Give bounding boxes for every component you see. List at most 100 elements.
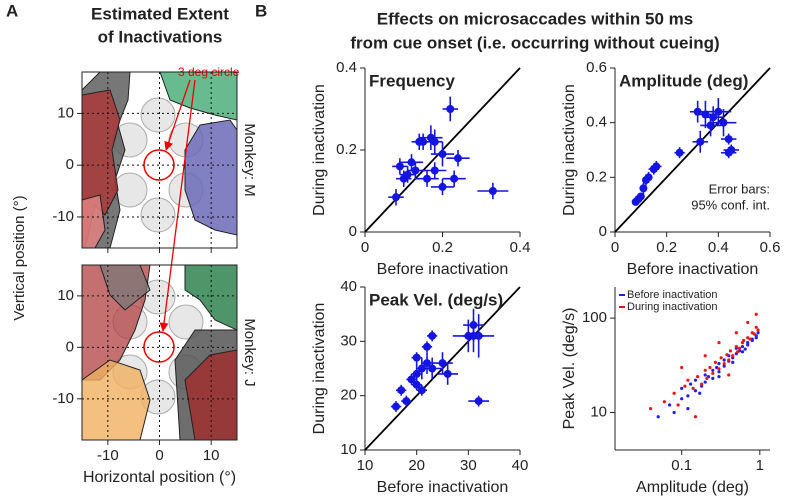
point [412,380,421,389]
y-tick-label: 10 [57,287,74,304]
panel-title: from cue onset (i.e. occurring without c… [350,33,719,52]
point [656,415,660,419]
plot-frame [81,71,238,249]
point [691,386,695,390]
y-axis-label: During inactivation [311,84,328,216]
legend-label: During inactivation [627,301,718,313]
legend-label: Before inactivation [627,289,718,301]
point [683,384,687,388]
y-tick-label: 10 [590,403,607,420]
point [395,162,404,171]
y-tick-label: 0.2 [586,168,607,185]
y-tick-label: 40 [340,278,357,295]
x-axis-label: Before inactivation [377,261,509,278]
x-tick-label: 0 [361,239,369,256]
point [756,331,760,335]
panel-letter: A [6,1,18,20]
side-label: Monkey: J [241,318,258,386]
point [672,410,676,415]
point [649,406,653,411]
y-tick-label: 100 [582,309,607,326]
point [639,184,648,193]
x-tick-label: 10 [203,447,220,464]
y-tick-label: 0.2 [336,141,357,158]
point [423,359,431,368]
point [415,137,424,146]
point [397,386,406,395]
point [423,174,431,183]
point [719,356,723,360]
point [711,376,715,380]
point [696,375,700,379]
x-tick-label: 10 [357,457,374,474]
point [713,360,717,364]
y-tick-label: 10 [340,441,357,458]
y-axis-label: During inactivation [561,84,578,216]
point [438,182,447,191]
x-tick-label: 0.1 [671,457,692,474]
point [714,107,723,116]
point [734,331,738,335]
point [737,346,742,350]
plot-frame [81,264,238,441]
point [668,403,672,407]
point [722,358,726,362]
x-tick-label: 0 [611,239,619,256]
point [430,166,439,175]
point [717,375,721,379]
x-tick-label: 1 [756,457,764,474]
x-tick-label: 0.2 [656,239,677,256]
annotation: 95% conf. int. [691,197,770,212]
point [423,342,431,351]
x-tick-label: 0.4 [510,239,531,256]
annotation: Error bars: [709,181,770,196]
point [417,386,426,395]
x-axis-label: Amplitude (deg) [636,479,749,496]
inactivation-regions [82,265,237,440]
x-tick-label: 0.4 [708,239,729,256]
point [652,162,661,171]
annotation-arrow [159,79,196,332]
point [743,347,747,351]
y-tick-label: 30 [340,332,357,349]
point [680,397,684,401]
point [430,137,439,146]
y-tick-label: 0 [349,223,357,240]
x-tick-label: 20 [408,457,425,474]
point [454,154,462,163]
point [746,343,750,347]
point [428,331,437,340]
point [443,369,452,378]
point [676,403,680,407]
point [746,341,750,345]
panel-title: of Inactivations [98,27,223,46]
x-tick-label: 30 [460,457,477,474]
x-tick-label: 0.2 [432,239,453,256]
point [698,391,702,395]
point [711,368,715,372]
y-tick-label: -10 [52,390,74,407]
point [662,400,666,404]
y-tick-label: 0 [66,338,74,355]
point [700,382,704,386]
subplot-title: Frequency [369,71,456,90]
point [411,166,420,175]
point [746,320,750,325]
point [722,364,726,368]
point [693,415,698,419]
y-tick-label: -10 [52,208,74,225]
point [731,360,735,364]
point [403,170,412,179]
x-axis-label: Before inactivation [377,479,509,496]
panel-title: Estimated Extent [91,4,229,23]
point [719,118,728,127]
panel-title: Effects on microsaccades within 50 ms [377,9,694,28]
point [696,137,705,146]
point [412,353,421,362]
panel-letter: B [255,1,267,20]
point [675,148,684,157]
point [727,146,736,154]
point [469,321,478,330]
point [693,378,698,382]
